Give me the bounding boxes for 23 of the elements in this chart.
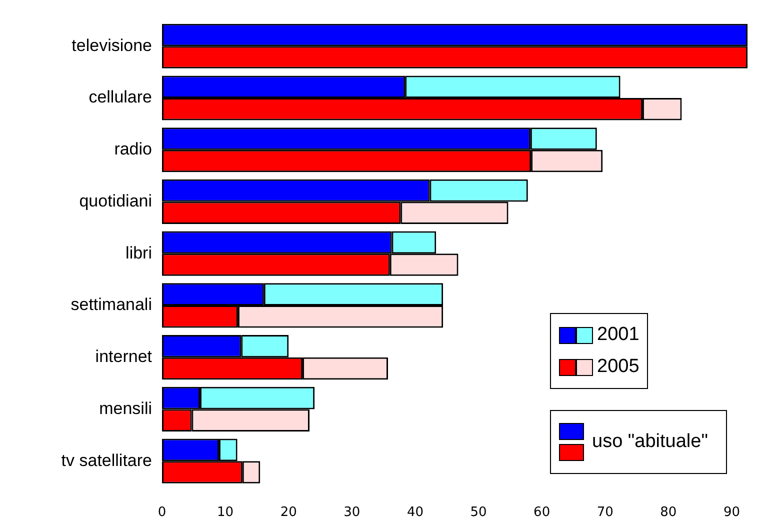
y-tick-label: libri [126,243,152,262]
legend-title: uso "abituale" [592,431,708,453]
legend: uso "abituale" [550,410,727,474]
x-tick-label: 90 [723,505,740,520]
y-tick-label: mensili [99,398,152,418]
x-tick-label: 40 [406,505,424,520]
y-tick-label: internet [95,347,152,366]
y-tick-label: cellulare [88,88,152,107]
y-tick-label: radio [114,140,152,159]
y-tick-label: settimanali [70,295,152,314]
x-tick-label: 0 [158,505,166,520]
x-tick-label: 80 [660,505,677,520]
legend-label: 2001 [597,324,640,346]
x-tick-label: 30 [344,505,360,520]
x-tick-label: 10 [217,505,234,520]
y-tick-label: televisione [72,36,152,55]
x-tick-label: 20 [280,505,297,520]
legend-label: 2005 [597,356,640,378]
x-tick-label: 60 [534,505,550,520]
x-tick-label: 70 [596,505,614,520]
y-tick-label: tv satellitare [61,450,152,470]
y-tick-label: quotidiani [79,191,152,210]
x-tick-label: 50 [470,505,487,520]
